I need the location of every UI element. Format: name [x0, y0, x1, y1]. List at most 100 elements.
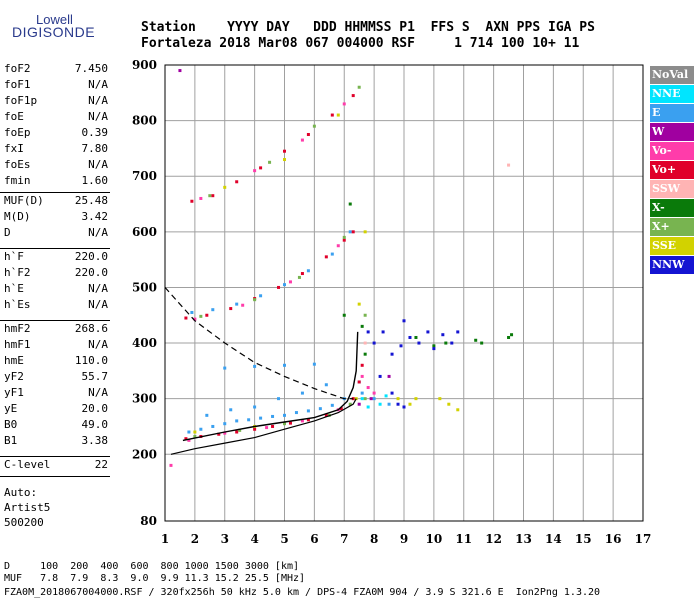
data-point [268, 160, 272, 164]
y-tick-label: 800 [132, 114, 157, 128]
separator-line [0, 248, 110, 249]
data-point [357, 380, 361, 384]
param-name: fxI [4, 142, 24, 155]
data-point [211, 424, 215, 428]
param-row: h`E N/A [4, 282, 108, 298]
data-point [351, 397, 355, 401]
data-point [438, 397, 442, 401]
data-point [235, 302, 239, 306]
param-value: 25.48 [74, 194, 108, 207]
param-name: hmE [4, 354, 24, 367]
data-point [351, 230, 355, 234]
y-tick-label: 900 [132, 58, 157, 72]
data-point [300, 138, 304, 142]
data-point [474, 338, 478, 342]
data-point [300, 272, 304, 276]
param-value: N/A [88, 94, 108, 107]
y-tick-label: 700 [132, 169, 157, 183]
data-point [357, 302, 361, 306]
data-point [342, 238, 346, 242]
x-tick-label: 7 [340, 532, 348, 546]
legend-item: SSW [650, 180, 694, 198]
param-name: foEp [4, 126, 31, 139]
x-tick-label: 12 [485, 532, 502, 546]
data-point [283, 422, 286, 426]
x-tick-label: 13 [515, 532, 532, 546]
data-point [223, 185, 227, 189]
data-point [330, 113, 334, 117]
data-point [205, 313, 209, 317]
data-point [229, 307, 233, 311]
data-point [324, 383, 328, 387]
param-value: N/A [88, 158, 108, 171]
data-point [348, 402, 352, 406]
y-tick-label: 600 [132, 225, 157, 239]
data-point [259, 416, 263, 420]
x-tick-label: 14 [545, 532, 562, 546]
data-point [510, 333, 514, 337]
x-tick-label: 17 [635, 532, 652, 546]
data-point [363, 341, 367, 345]
data-point [339, 407, 343, 411]
data-point [265, 426, 269, 430]
data-point [363, 313, 367, 317]
data-point [507, 163, 511, 167]
legend-item: Vo+ [650, 161, 694, 179]
data-point [450, 341, 454, 345]
param-row: h`F2 220.0 [4, 266, 108, 282]
data-point [300, 391, 304, 395]
data-point [169, 463, 173, 467]
data-point [294, 411, 298, 415]
param-row: hmE 110.0 [4, 354, 108, 370]
param-value: 1.60 [81, 174, 109, 187]
data-point [372, 391, 376, 395]
data-point [238, 428, 242, 432]
data-point [417, 341, 421, 345]
param-name: h`F2 [4, 266, 31, 279]
param-value: 0.39 [81, 126, 109, 139]
data-point [378, 374, 382, 378]
data-point [184, 316, 188, 320]
separator-line [0, 476, 110, 477]
footer-line: FZA0M_2018067004000.RSF / 320fx256h 50 k… [4, 587, 601, 598]
legend-item: Vo- [650, 142, 694, 160]
data-point [366, 386, 370, 390]
data-point [336, 244, 340, 248]
param-row: h`Es N/A [4, 298, 108, 314]
data-point [378, 402, 382, 406]
x-tick-label: 6 [310, 532, 318, 546]
param-value: N/A [88, 298, 108, 311]
auto-scaling-text: Artist5 [4, 501, 51, 514]
data-point [253, 298, 257, 302]
auto-scaling-text: 500200 [4, 516, 44, 529]
data-point [360, 363, 364, 367]
param-row: foF1p N/A [4, 94, 108, 110]
data-point [288, 421, 292, 425]
legend-item: NoVal [650, 66, 694, 84]
data-point [306, 409, 310, 413]
data-point [390, 391, 394, 395]
param-name: foF1 [4, 78, 31, 91]
param-name: C-level [4, 458, 51, 471]
param-value: 268.6 [74, 322, 108, 335]
data-point [396, 402, 400, 406]
data-point [283, 283, 286, 287]
param-value: 55.7 [81, 370, 109, 383]
data-point [342, 235, 346, 239]
param-row: C-level 22 [4, 458, 108, 474]
x-tick-label: 2 [191, 532, 199, 546]
data-point [363, 230, 367, 234]
data-point [288, 280, 292, 284]
param-value: 7.450 [74, 62, 108, 75]
data-point [223, 422, 227, 426]
data-point [351, 94, 355, 98]
param-row: D N/A [4, 226, 108, 242]
x-tick-label: 15 [575, 532, 592, 546]
data-point [348, 202, 352, 206]
param-value: 20.0 [81, 402, 109, 415]
data-point [306, 418, 310, 422]
data-point [363, 397, 367, 401]
data-point [330, 252, 334, 256]
param-row: hmF2 268.6 [4, 322, 108, 338]
param-value: 110.0 [74, 354, 108, 367]
